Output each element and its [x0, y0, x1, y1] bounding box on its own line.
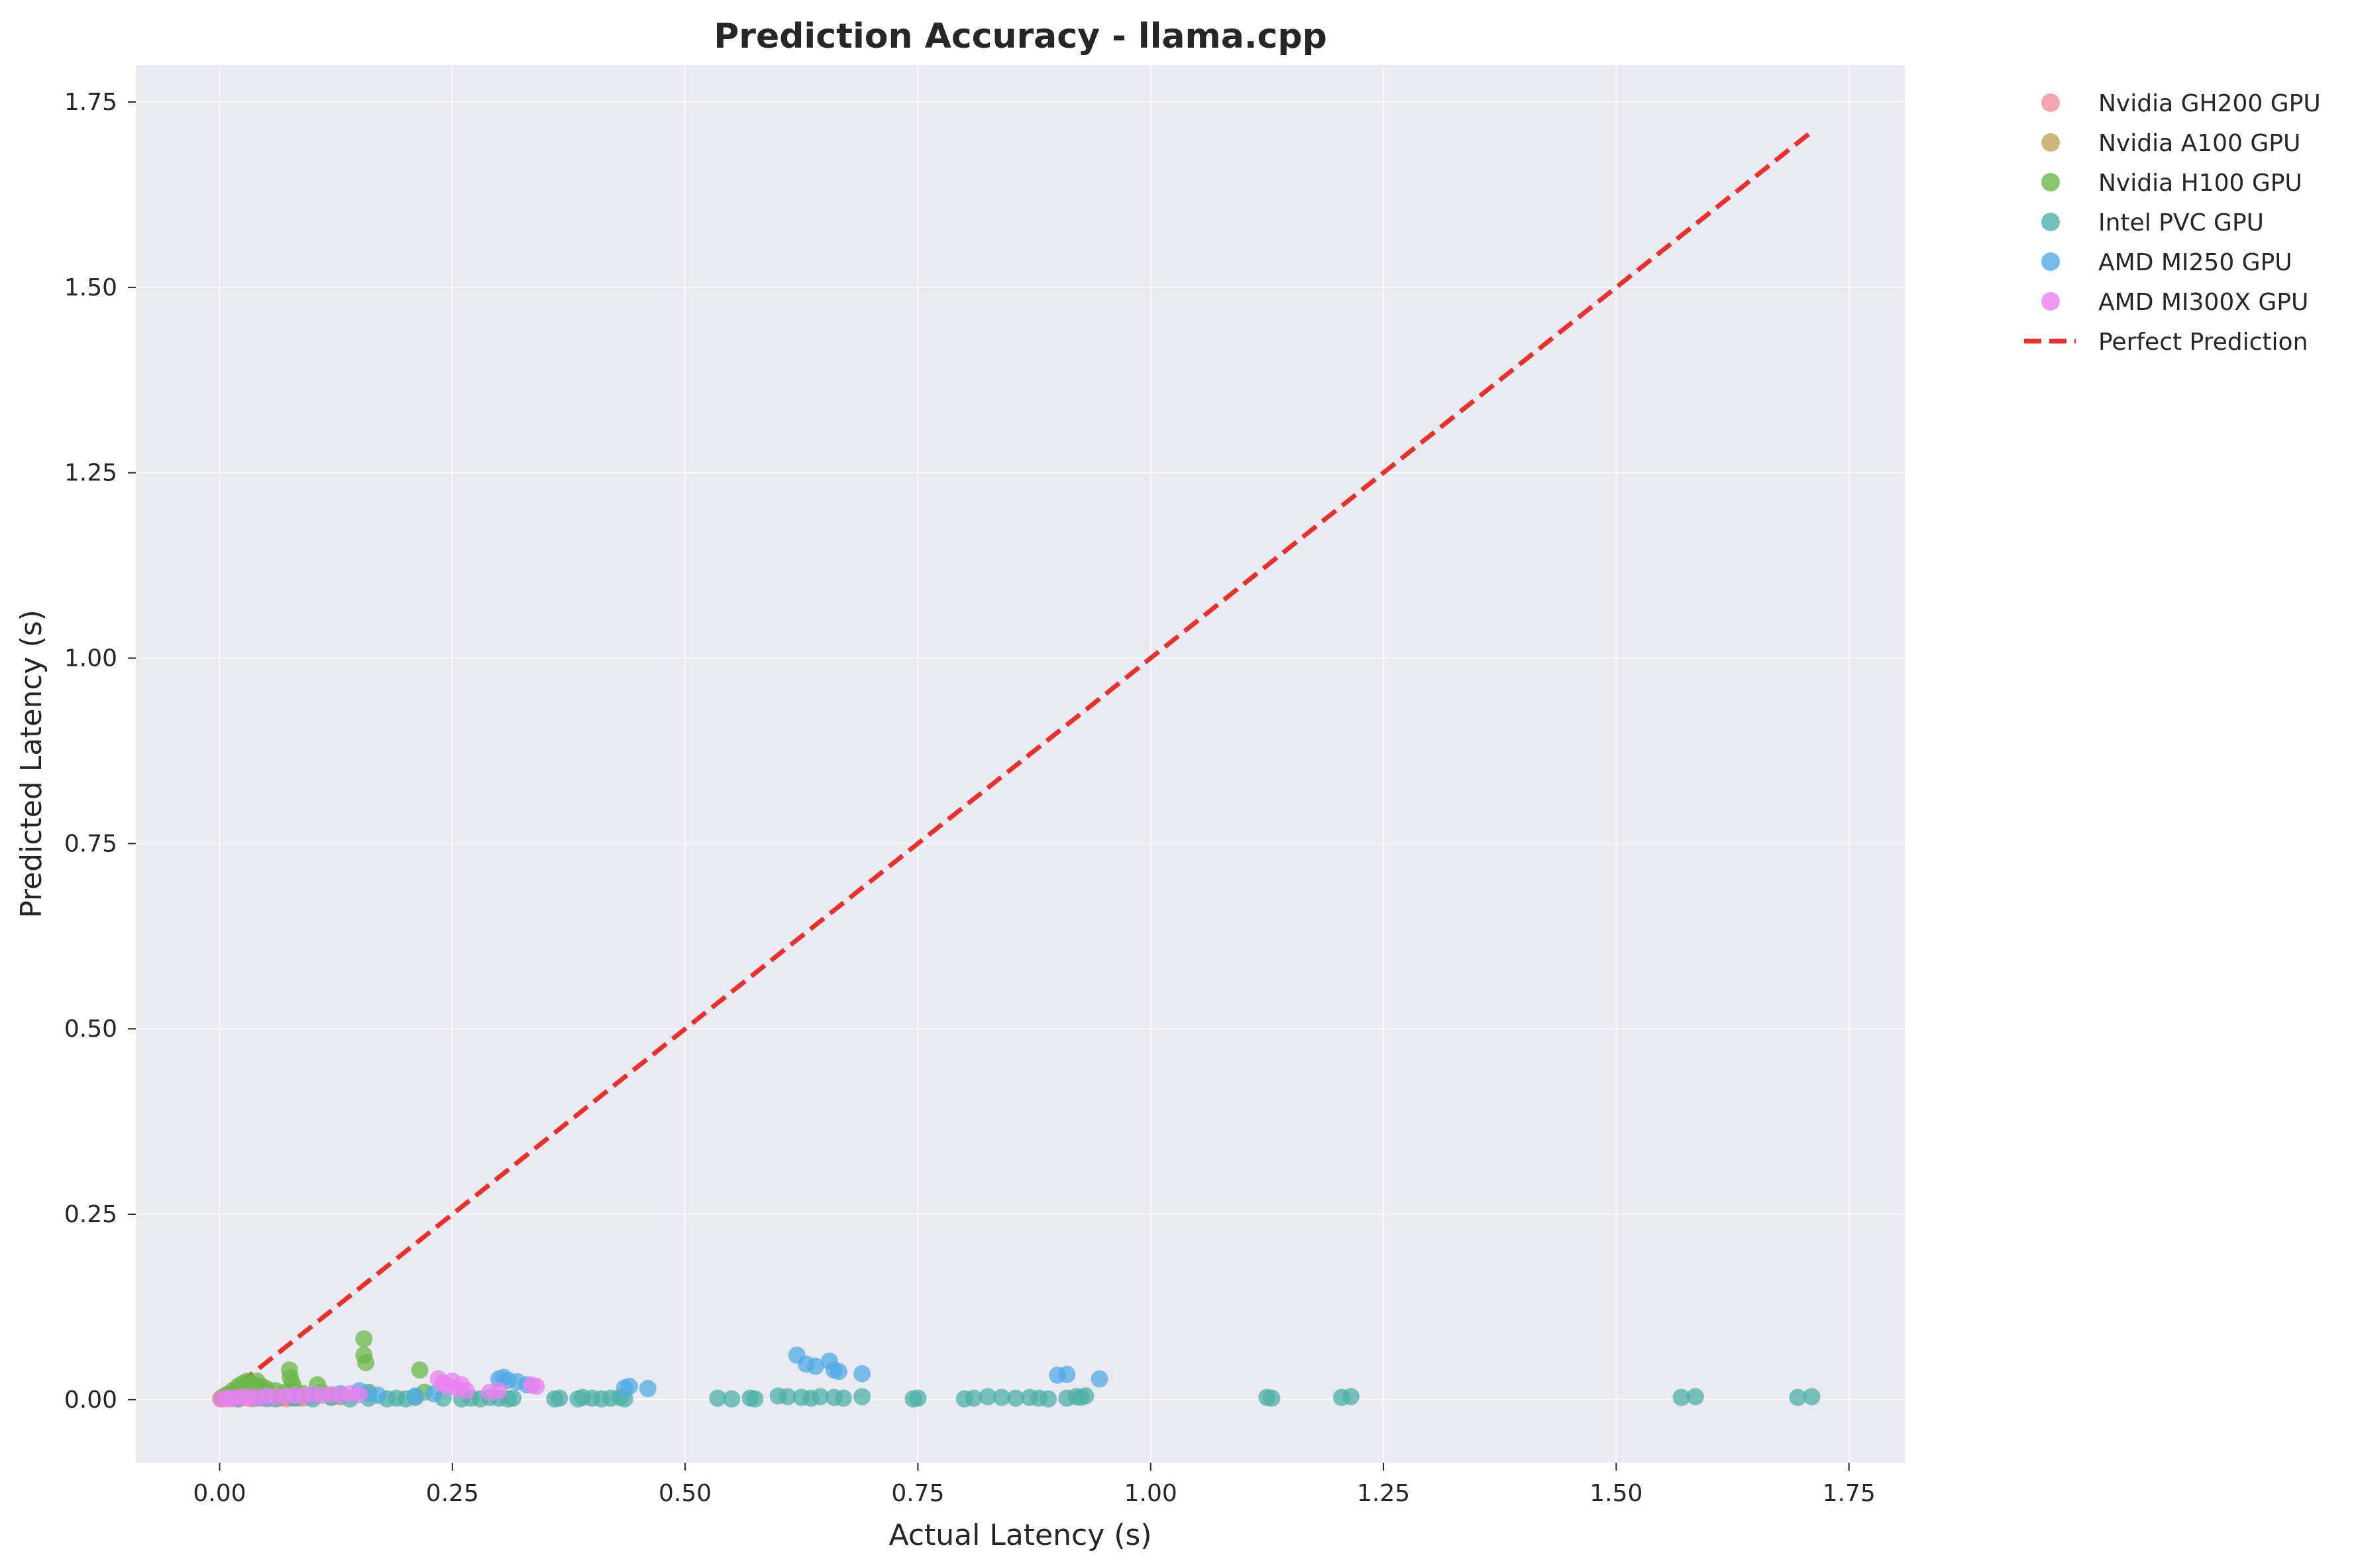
scatter-point: [992, 1388, 1010, 1406]
x-tick-label: 0.75: [891, 1480, 944, 1507]
series-5: [213, 1370, 545, 1408]
legend-item: Intel PVC GPU: [2041, 209, 2264, 236]
scatter-point: [620, 1377, 638, 1395]
legend: Nvidia GH200 GPU Nvidia A100 GPU Nvidia H1…: [2024, 90, 2321, 356]
scatter-point: [853, 1365, 871, 1383]
y-tick-label: 1.50: [64, 274, 117, 301]
scatter-point: [1040, 1390, 1057, 1408]
scatter-point: [709, 1389, 727, 1407]
legend-item: AMD MI250 GPU: [2041, 249, 2292, 276]
x-tick-label: 0.25: [426, 1480, 479, 1507]
scatter-point: [806, 1357, 824, 1375]
scatter-point: [355, 1330, 373, 1348]
scatter-point: [1091, 1370, 1108, 1388]
legend-label: AMD MI250 GPU: [2098, 249, 2292, 276]
y-tick-label: 0.75: [64, 830, 117, 857]
scatter-point: [527, 1377, 545, 1395]
scatter-point: [830, 1363, 847, 1381]
scatter-point: [1058, 1365, 1076, 1383]
legend-item: Nvidia GH200 GPU: [2041, 90, 2321, 117]
scatter-point: [1342, 1388, 1360, 1406]
legend-marker: [2041, 292, 2060, 311]
y-axis-ticks: 0.00 0.25 0.50 0.75 1.00 1.25 1.50 1.75: [64, 89, 136, 1414]
legend-marker: [2041, 252, 2060, 271]
x-tick-label: 1.00: [1124, 1480, 1177, 1507]
x-axis-label: Actual Latency (s): [889, 1518, 1152, 1552]
scatter-point: [965, 1389, 983, 1407]
scatter-point: [811, 1388, 829, 1406]
legend-item: Perfect Prediction: [2024, 329, 2308, 356]
legend-item: Nvidia H100 GPU: [2041, 170, 2302, 197]
y-tick-label: 0.50: [64, 1016, 117, 1043]
legend-item: AMD MI300X GPU: [2041, 289, 2308, 316]
perfect-prediction-line: [218, 130, 1813, 1402]
scatter-point: [778, 1388, 796, 1406]
legend-label: Nvidia A100 GPU: [2098, 130, 2300, 157]
x-axis-ticks: 0.00 0.25 0.50 0.75 1.00 1.25 1.50 1.75: [193, 1463, 1876, 1507]
x-tick-label: 1.25: [1357, 1480, 1410, 1507]
y-tick-label: 1.75: [64, 89, 117, 116]
scatter-point: [746, 1390, 764, 1408]
scatter-point: [1263, 1389, 1281, 1407]
scatter-point: [835, 1389, 852, 1407]
chart-title: Prediction Accuracy - llama.cpp: [714, 17, 1327, 56]
x-tick-label: 0.00: [193, 1480, 246, 1507]
scatter-point: [357, 1353, 375, 1371]
scatter-point: [853, 1388, 871, 1406]
y-tick-label: 0.25: [64, 1201, 117, 1228]
scatter-point: [406, 1387, 424, 1405]
x-tick-label: 1.75: [1823, 1480, 1876, 1507]
scatter-point: [1077, 1387, 1095, 1405]
scatter-point: [1686, 1388, 1704, 1406]
legend-marker: [2041, 133, 2060, 152]
legend-label: Nvidia H100 GPU: [2098, 170, 2302, 197]
scatter-point: [723, 1390, 741, 1408]
scatter-point: [639, 1380, 657, 1398]
legend-marker: [2041, 173, 2060, 191]
scatter-point: [504, 1389, 522, 1407]
scatter-point: [979, 1388, 996, 1406]
data-points: [211, 1330, 1821, 1408]
y-tick-label: 1.00: [64, 645, 117, 672]
scatter-point: [490, 1382, 508, 1400]
legend-marker: [2041, 213, 2060, 231]
scatter-point: [909, 1389, 927, 1407]
scatter-point: [1803, 1388, 1821, 1406]
legend-marker: [2041, 93, 2060, 112]
scatter-point: [1006, 1389, 1024, 1407]
scatter-point: [457, 1382, 475, 1400]
scatter-point: [411, 1361, 429, 1379]
y-tick-label: 1.25: [64, 460, 117, 487]
x-tick-label: 1.50: [1589, 1480, 1642, 1507]
legend-item: Nvidia A100 GPU: [2041, 130, 2300, 157]
scatter-point: [369, 1386, 387, 1404]
legend-label: Intel PVC GPU: [2098, 209, 2264, 236]
reference-line-group: [218, 130, 1813, 1402]
legend-label: Perfect Prediction: [2098, 329, 2308, 356]
scatter-point: [551, 1389, 568, 1407]
scatter-point: [1672, 1388, 1690, 1406]
x-tick-label: 0.50: [659, 1480, 712, 1507]
y-tick-label: 0.00: [64, 1386, 117, 1414]
legend-label: AMD MI300X GPU: [2098, 289, 2308, 316]
scatter-point: [1789, 1388, 1807, 1406]
scatter-point: [350, 1386, 368, 1404]
y-axis-label: Predicted Latency (s): [15, 609, 48, 918]
legend-label: Nvidia GH200 GPU: [2098, 90, 2321, 117]
